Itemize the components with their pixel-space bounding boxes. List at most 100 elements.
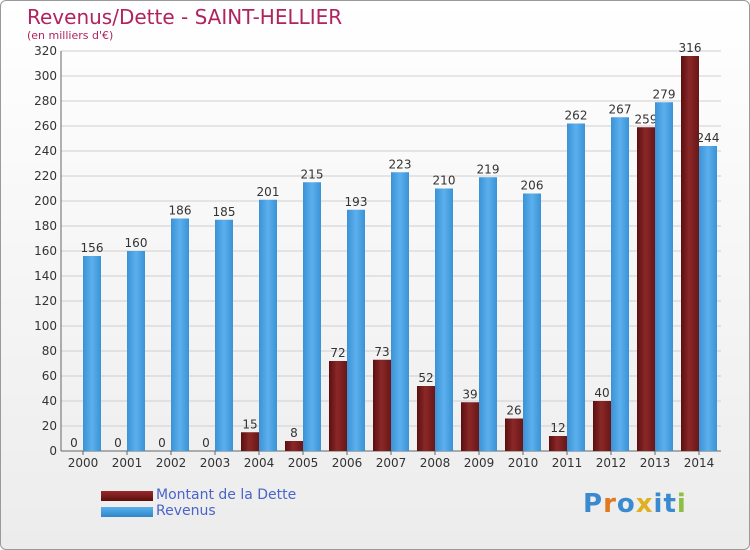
y-tick-label: 20 [42, 419, 57, 433]
debt-bar [373, 359, 391, 451]
y-tick-label: 40 [42, 394, 57, 408]
debt-data-label: 39 [462, 387, 477, 401]
x-tick-label: 2008 [420, 456, 451, 470]
revenue-data-label: 244 [697, 131, 720, 145]
proxiti-logo: Proxiti [583, 489, 687, 519]
debt-data-label: 26 [506, 404, 521, 418]
revenue-bar [655, 102, 673, 451]
debt-data-label: 40 [594, 386, 609, 400]
x-tick-label: 2004 [244, 456, 275, 470]
y-tick-label: 180 [34, 219, 57, 233]
revenue-bar [435, 188, 453, 451]
y-tick-label: 240 [34, 144, 57, 158]
x-tick-label: 2013 [640, 456, 671, 470]
logo-letter: x [635, 489, 654, 519]
debt-bar [549, 436, 567, 451]
debt-bar [505, 418, 523, 451]
x-tick-label: 2009 [464, 456, 495, 470]
debt-data-label: 316 [679, 41, 702, 55]
debt-bar [285, 441, 303, 451]
revenue-data-label: 186 [169, 204, 192, 218]
y-tick-label: 160 [34, 244, 57, 258]
y-tick-label: 300 [34, 69, 57, 83]
x-tick-label: 2003 [200, 456, 231, 470]
debt-data-label: 52 [418, 371, 433, 385]
debt-bar [593, 401, 611, 451]
revenue-bar [611, 117, 629, 451]
revenue-bar [171, 218, 189, 451]
y-tick-label: 80 [42, 344, 57, 358]
logo-letter: r [603, 489, 617, 519]
y-tick-label: 260 [34, 119, 57, 133]
y-tick-label: 100 [34, 319, 57, 333]
debt-bar [637, 127, 655, 451]
debt-data-label: 8 [290, 426, 298, 440]
revenue-data-label: 156 [81, 241, 104, 255]
y-tick-label: 280 [34, 94, 57, 108]
chart-subtitle: (en milliers d'€) [27, 29, 114, 42]
debt-data-label: 0 [70, 436, 78, 450]
x-tick-label: 2012 [596, 456, 627, 470]
debt-data-label: 0 [158, 436, 166, 450]
revenue-data-label: 219 [477, 162, 500, 176]
revenue-data-label: 262 [565, 109, 588, 123]
revenue-bar [567, 123, 585, 451]
x-tick-label: 2011 [552, 456, 583, 470]
x-tick-label: 2006 [332, 456, 363, 470]
y-tick-label: 320 [34, 44, 57, 58]
debt-data-label: 0 [114, 436, 122, 450]
debt-bar [681, 56, 699, 451]
debt-data-label: 15 [242, 417, 257, 431]
legend-swatch-debt [101, 491, 153, 501]
debt-bar [461, 402, 479, 451]
logo-letter: P [583, 489, 604, 519]
revenue-bar [259, 199, 277, 451]
revenue-data-label: 193 [345, 195, 368, 209]
revenue-bar [391, 172, 409, 451]
debt-data-label: 0 [202, 436, 210, 450]
legend-label-debt: Montant de la Dette [156, 487, 297, 503]
x-tick-label: 2001 [112, 456, 143, 470]
legend-label-revenue: Revenus [156, 503, 216, 519]
debt-data-label: 259 [635, 112, 658, 126]
debt-bar [417, 386, 435, 451]
revenue-data-label: 279 [653, 87, 676, 101]
revenue-bar [127, 251, 145, 451]
legend-swatch-revenue [101, 507, 153, 517]
x-tick-label: 2000 [68, 456, 99, 470]
revenue-data-label: 210 [433, 174, 456, 188]
debt-bar [241, 432, 259, 451]
revenue-data-label: 206 [521, 179, 544, 193]
revenue-data-label: 223 [389, 157, 412, 171]
revenue-data-label: 215 [301, 167, 324, 181]
debt-data-label: 72 [330, 346, 345, 360]
logo-letter: i [676, 489, 687, 519]
logo-letter: o [616, 489, 636, 519]
debt-data-label: 12 [550, 421, 565, 435]
x-tick-label: 2005 [288, 456, 319, 470]
revenue-data-label: 201 [257, 185, 280, 199]
y-tick-label: 200 [34, 194, 57, 208]
logo-letter: t [663, 489, 677, 519]
revenue-data-label: 185 [213, 205, 236, 219]
y-tick-label: 0 [49, 444, 57, 458]
revenue-bar [83, 256, 101, 451]
revenue-bar [347, 209, 365, 451]
y-tick-label: 140 [34, 269, 57, 283]
revenue-bar [523, 193, 541, 451]
revenue-data-label: 267 [609, 102, 632, 116]
revenue-data-label: 160 [125, 236, 148, 250]
revenue-bar [479, 177, 497, 451]
x-tick-label: 2007 [376, 456, 407, 470]
y-tick-label: 120 [34, 294, 57, 308]
x-tick-label: 2014 [684, 456, 715, 470]
revenue-bar [215, 219, 233, 451]
y-tick-label: 60 [42, 369, 57, 383]
chart-title: Revenus/Dette - SAINT-HELLIER [27, 5, 343, 29]
logo-letter: i [653, 489, 664, 519]
debt-bar [329, 361, 347, 451]
x-tick-label: 2002 [156, 456, 187, 470]
y-tick-label: 220 [34, 169, 57, 183]
